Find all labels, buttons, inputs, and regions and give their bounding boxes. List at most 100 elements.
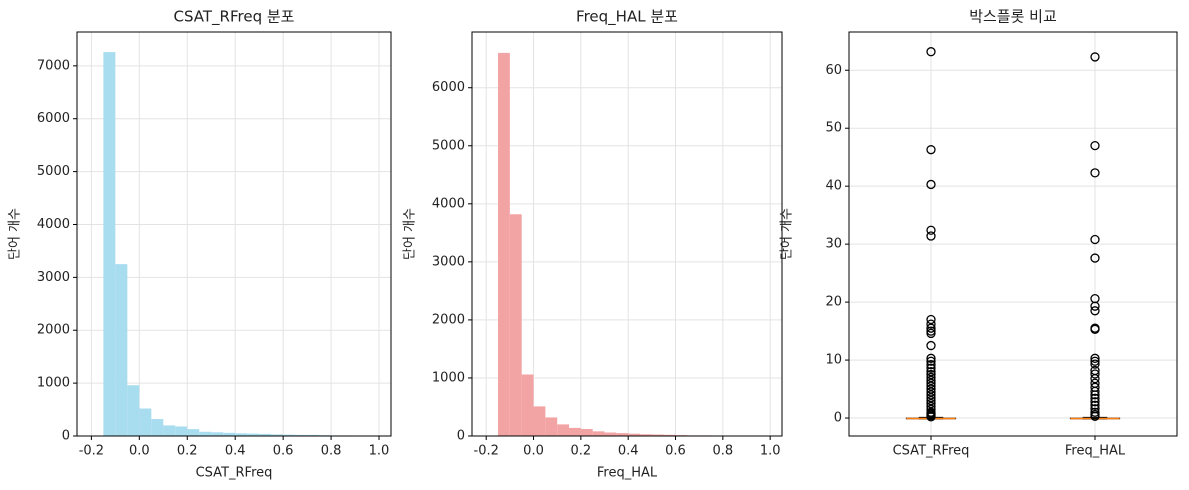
histogram-bar xyxy=(663,434,676,436)
outlier xyxy=(1090,397,1100,407)
y-tick-label: 50 xyxy=(825,121,842,136)
y-axis-label: 단어 개수 xyxy=(403,208,418,260)
outlier xyxy=(926,340,936,351)
histogram-bar xyxy=(307,434,320,436)
outlier xyxy=(1090,168,1100,178)
histogram-bar xyxy=(283,434,296,436)
histogram-bar xyxy=(235,433,248,436)
histogram-bar xyxy=(640,434,652,436)
histogram-bar xyxy=(163,425,176,436)
histogram-bar xyxy=(103,52,116,437)
outlier xyxy=(926,319,936,329)
histogram-bar xyxy=(271,434,284,436)
histogram-bar xyxy=(151,419,164,436)
outlier xyxy=(926,369,936,380)
y-tick-label: 0 xyxy=(62,429,70,444)
chart-title: Freq_HAL 분포 xyxy=(576,8,678,27)
outlier xyxy=(926,47,936,57)
x-tick-label: 0.0 xyxy=(129,444,150,459)
histogram-bar xyxy=(139,408,152,436)
outlier xyxy=(926,390,936,400)
outlier xyxy=(1090,301,1100,311)
outlier xyxy=(926,356,936,366)
histogram-bar xyxy=(628,433,641,436)
outlier xyxy=(1090,359,1100,369)
y-tick-label: 6000 xyxy=(37,111,70,126)
outlier xyxy=(926,378,936,388)
histogram-bar xyxy=(545,417,558,436)
y-tick-label: 0 xyxy=(457,429,465,444)
outlier xyxy=(1090,356,1100,366)
histogram-bar xyxy=(199,431,212,436)
x-tick-label: 1.0 xyxy=(760,444,781,459)
outlier xyxy=(926,363,936,373)
y-tick-label: 2000 xyxy=(37,323,70,338)
outlier xyxy=(926,360,936,370)
y-tick-label: 20 xyxy=(825,295,842,310)
axes-frame xyxy=(471,31,783,437)
x-tick-label: 0.6 xyxy=(665,444,686,459)
histogram-bar xyxy=(616,433,629,436)
outlier xyxy=(926,375,936,386)
histogram-bar xyxy=(127,385,140,436)
histogram-bar xyxy=(509,214,522,436)
y-tick-label: 60 xyxy=(825,63,842,78)
outlier xyxy=(1090,234,1100,245)
x-tick-label: 0.8 xyxy=(321,444,342,459)
histogram-bar xyxy=(498,52,510,437)
y-tick-label: 2000 xyxy=(432,312,465,327)
x-tick-label: 0.4 xyxy=(225,444,246,459)
y-tick-label: 1000 xyxy=(37,376,70,391)
outlier xyxy=(926,381,936,391)
outlier xyxy=(926,353,936,363)
outlier xyxy=(1090,373,1100,384)
x-axis-label: CSAT_RFreq xyxy=(196,466,273,481)
histogram-bar xyxy=(115,264,128,436)
outlier xyxy=(926,231,936,241)
y-tick-label: 0 xyxy=(834,411,842,426)
y-tick-label: 3000 xyxy=(432,254,465,269)
histogram-bar xyxy=(187,429,200,436)
outlier xyxy=(926,225,936,235)
x-tick-label: Freq_HAL xyxy=(1065,444,1126,459)
x-tick-label: 0.2 xyxy=(177,444,198,459)
y-tick-label: 4000 xyxy=(432,196,465,211)
outlier xyxy=(926,387,936,397)
outlier xyxy=(1090,390,1100,400)
outlier xyxy=(926,367,936,377)
axes-frame xyxy=(848,31,1178,437)
outlier xyxy=(926,393,936,403)
outlier xyxy=(1090,353,1100,363)
histogram-bar xyxy=(247,433,260,436)
outlier xyxy=(1090,253,1100,263)
y-axis-label: 단어 개수 xyxy=(780,208,795,260)
x-tick-label: 0.8 xyxy=(712,444,733,459)
x-tick-label: CSAT_RFreq xyxy=(893,444,970,459)
histogram-bar xyxy=(604,432,617,436)
y-tick-label: 4000 xyxy=(37,217,70,232)
x-tick-label: 0.0 xyxy=(523,444,544,459)
outlier xyxy=(926,412,936,422)
y-tick-label: 6000 xyxy=(432,80,465,95)
chart-title: CSAT_RFreq 분포 xyxy=(174,8,295,27)
outlier xyxy=(1090,306,1100,316)
y-tick-label: 7000 xyxy=(37,58,70,73)
x-tick-label: 1.0 xyxy=(369,444,390,459)
outlier xyxy=(1090,400,1100,410)
outlier xyxy=(926,384,936,394)
histogram-bar xyxy=(223,432,236,436)
histogram-bar xyxy=(533,406,546,436)
outlier xyxy=(926,328,936,339)
outlier xyxy=(1090,386,1100,397)
outlier xyxy=(926,323,936,333)
histogram-bar xyxy=(211,432,224,436)
outlier xyxy=(926,372,936,383)
y-tick-label: 10 xyxy=(825,353,842,368)
outlier xyxy=(926,395,936,406)
outlier xyxy=(926,314,936,325)
outlier xyxy=(1090,324,1100,334)
histogram-bar xyxy=(569,427,581,436)
y-tick-label: 5000 xyxy=(37,164,70,179)
outlier xyxy=(926,145,936,155)
